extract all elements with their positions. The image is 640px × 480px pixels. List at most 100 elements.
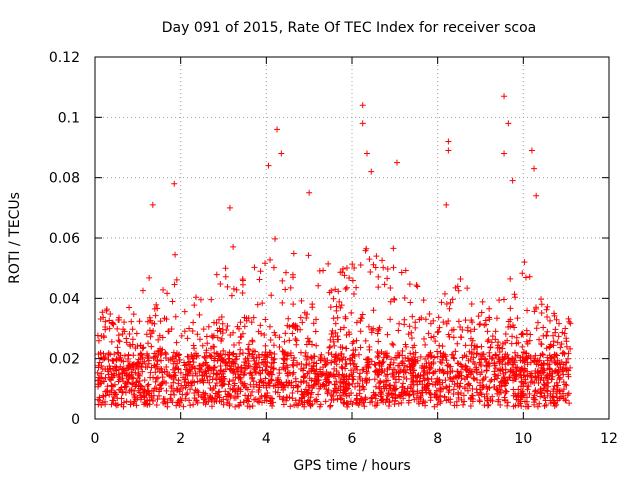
data-point: [427, 365, 434, 372]
data-point: [391, 366, 398, 373]
data-point: [399, 347, 406, 354]
data-point: [249, 338, 256, 345]
data-point: [276, 370, 283, 377]
data-point: [120, 326, 127, 333]
data-point: [118, 395, 125, 402]
data-point: [469, 368, 476, 375]
data-point: [125, 364, 132, 371]
data-point: [141, 358, 148, 365]
data-point: [165, 357, 172, 364]
data-point: [511, 291, 518, 298]
data-point: [484, 402, 491, 409]
data-point: [302, 349, 309, 356]
data-point: [341, 380, 348, 387]
data-point: [451, 381, 458, 388]
data-point: [254, 301, 261, 308]
data-point: [370, 325, 377, 332]
data-point: [99, 309, 106, 316]
data-point: [215, 316, 222, 323]
x-tick-label: 10: [514, 431, 532, 447]
data-point: [395, 400, 402, 407]
data-point: [476, 321, 483, 328]
data-point: [470, 374, 477, 381]
data-point: [550, 398, 557, 405]
data-point: [186, 397, 193, 404]
data-point: [270, 264, 277, 271]
data-point: [280, 360, 287, 367]
data-point: [192, 387, 199, 394]
data-point: [290, 362, 297, 369]
data-point: [174, 386, 181, 393]
data-point: [437, 400, 444, 407]
data-point: [432, 368, 439, 375]
data-point: [458, 334, 465, 341]
data-point: [505, 318, 512, 325]
x-tick-labels: 0 2 4 6 8 10 12: [91, 431, 618, 447]
data-point: [349, 261, 356, 268]
data-point: [119, 330, 126, 337]
data-point: [502, 379, 509, 386]
data-point: [477, 389, 484, 396]
data-point: [280, 348, 287, 355]
data-point: [471, 375, 478, 382]
data-point: [512, 402, 519, 409]
data-point: [343, 331, 350, 338]
data-point: [446, 333, 453, 340]
data-point: [396, 320, 403, 327]
data-point: [387, 284, 394, 291]
data-point: [287, 352, 294, 359]
data-point: [337, 269, 344, 276]
data-point: [413, 394, 420, 401]
data-point: [440, 350, 447, 357]
data-point: [155, 351, 162, 358]
data-point: [540, 324, 547, 331]
data-point: [184, 335, 191, 342]
data-point: [452, 284, 459, 291]
data-point: [194, 352, 201, 359]
data-point: [555, 370, 562, 377]
data-point: [311, 397, 318, 404]
data-point: [351, 264, 358, 271]
data-point: [235, 402, 242, 409]
data-point: [126, 330, 133, 337]
data-point: [343, 345, 350, 352]
data-point: [118, 401, 125, 408]
data-point: [161, 378, 168, 385]
data-point: [340, 386, 347, 393]
data-point: [375, 284, 382, 291]
data-point: [259, 300, 266, 307]
data-point: [430, 333, 437, 340]
data-point: [242, 365, 249, 372]
data-point: [172, 313, 179, 320]
data-point: [236, 339, 243, 346]
data-point: [469, 392, 476, 399]
data-point: [511, 349, 518, 356]
data-point: [256, 399, 263, 406]
data-point: [349, 357, 356, 364]
data-point: [324, 390, 331, 397]
data-point: [374, 330, 381, 337]
data-point: [422, 316, 429, 323]
data-point: [412, 319, 419, 326]
data-point: [495, 354, 502, 361]
data-point: [327, 403, 334, 410]
x-tick-label: 4: [262, 431, 271, 447]
data-point: [114, 349, 121, 356]
data-point: [312, 328, 319, 335]
data-point: [137, 342, 144, 349]
data-point: [422, 356, 429, 363]
data-point: [102, 392, 109, 399]
data-point: [111, 372, 118, 379]
data-point: [279, 396, 286, 403]
data-point: [185, 353, 192, 360]
data-point: [455, 318, 462, 325]
data-point: [384, 392, 391, 399]
data-point: [300, 365, 307, 372]
data-point: [361, 403, 368, 410]
data-point: [510, 377, 517, 384]
data-point: [335, 371, 342, 378]
data-point: [390, 371, 397, 378]
data-point: [213, 271, 220, 278]
data-point: [540, 352, 547, 359]
data-point: [171, 281, 178, 288]
